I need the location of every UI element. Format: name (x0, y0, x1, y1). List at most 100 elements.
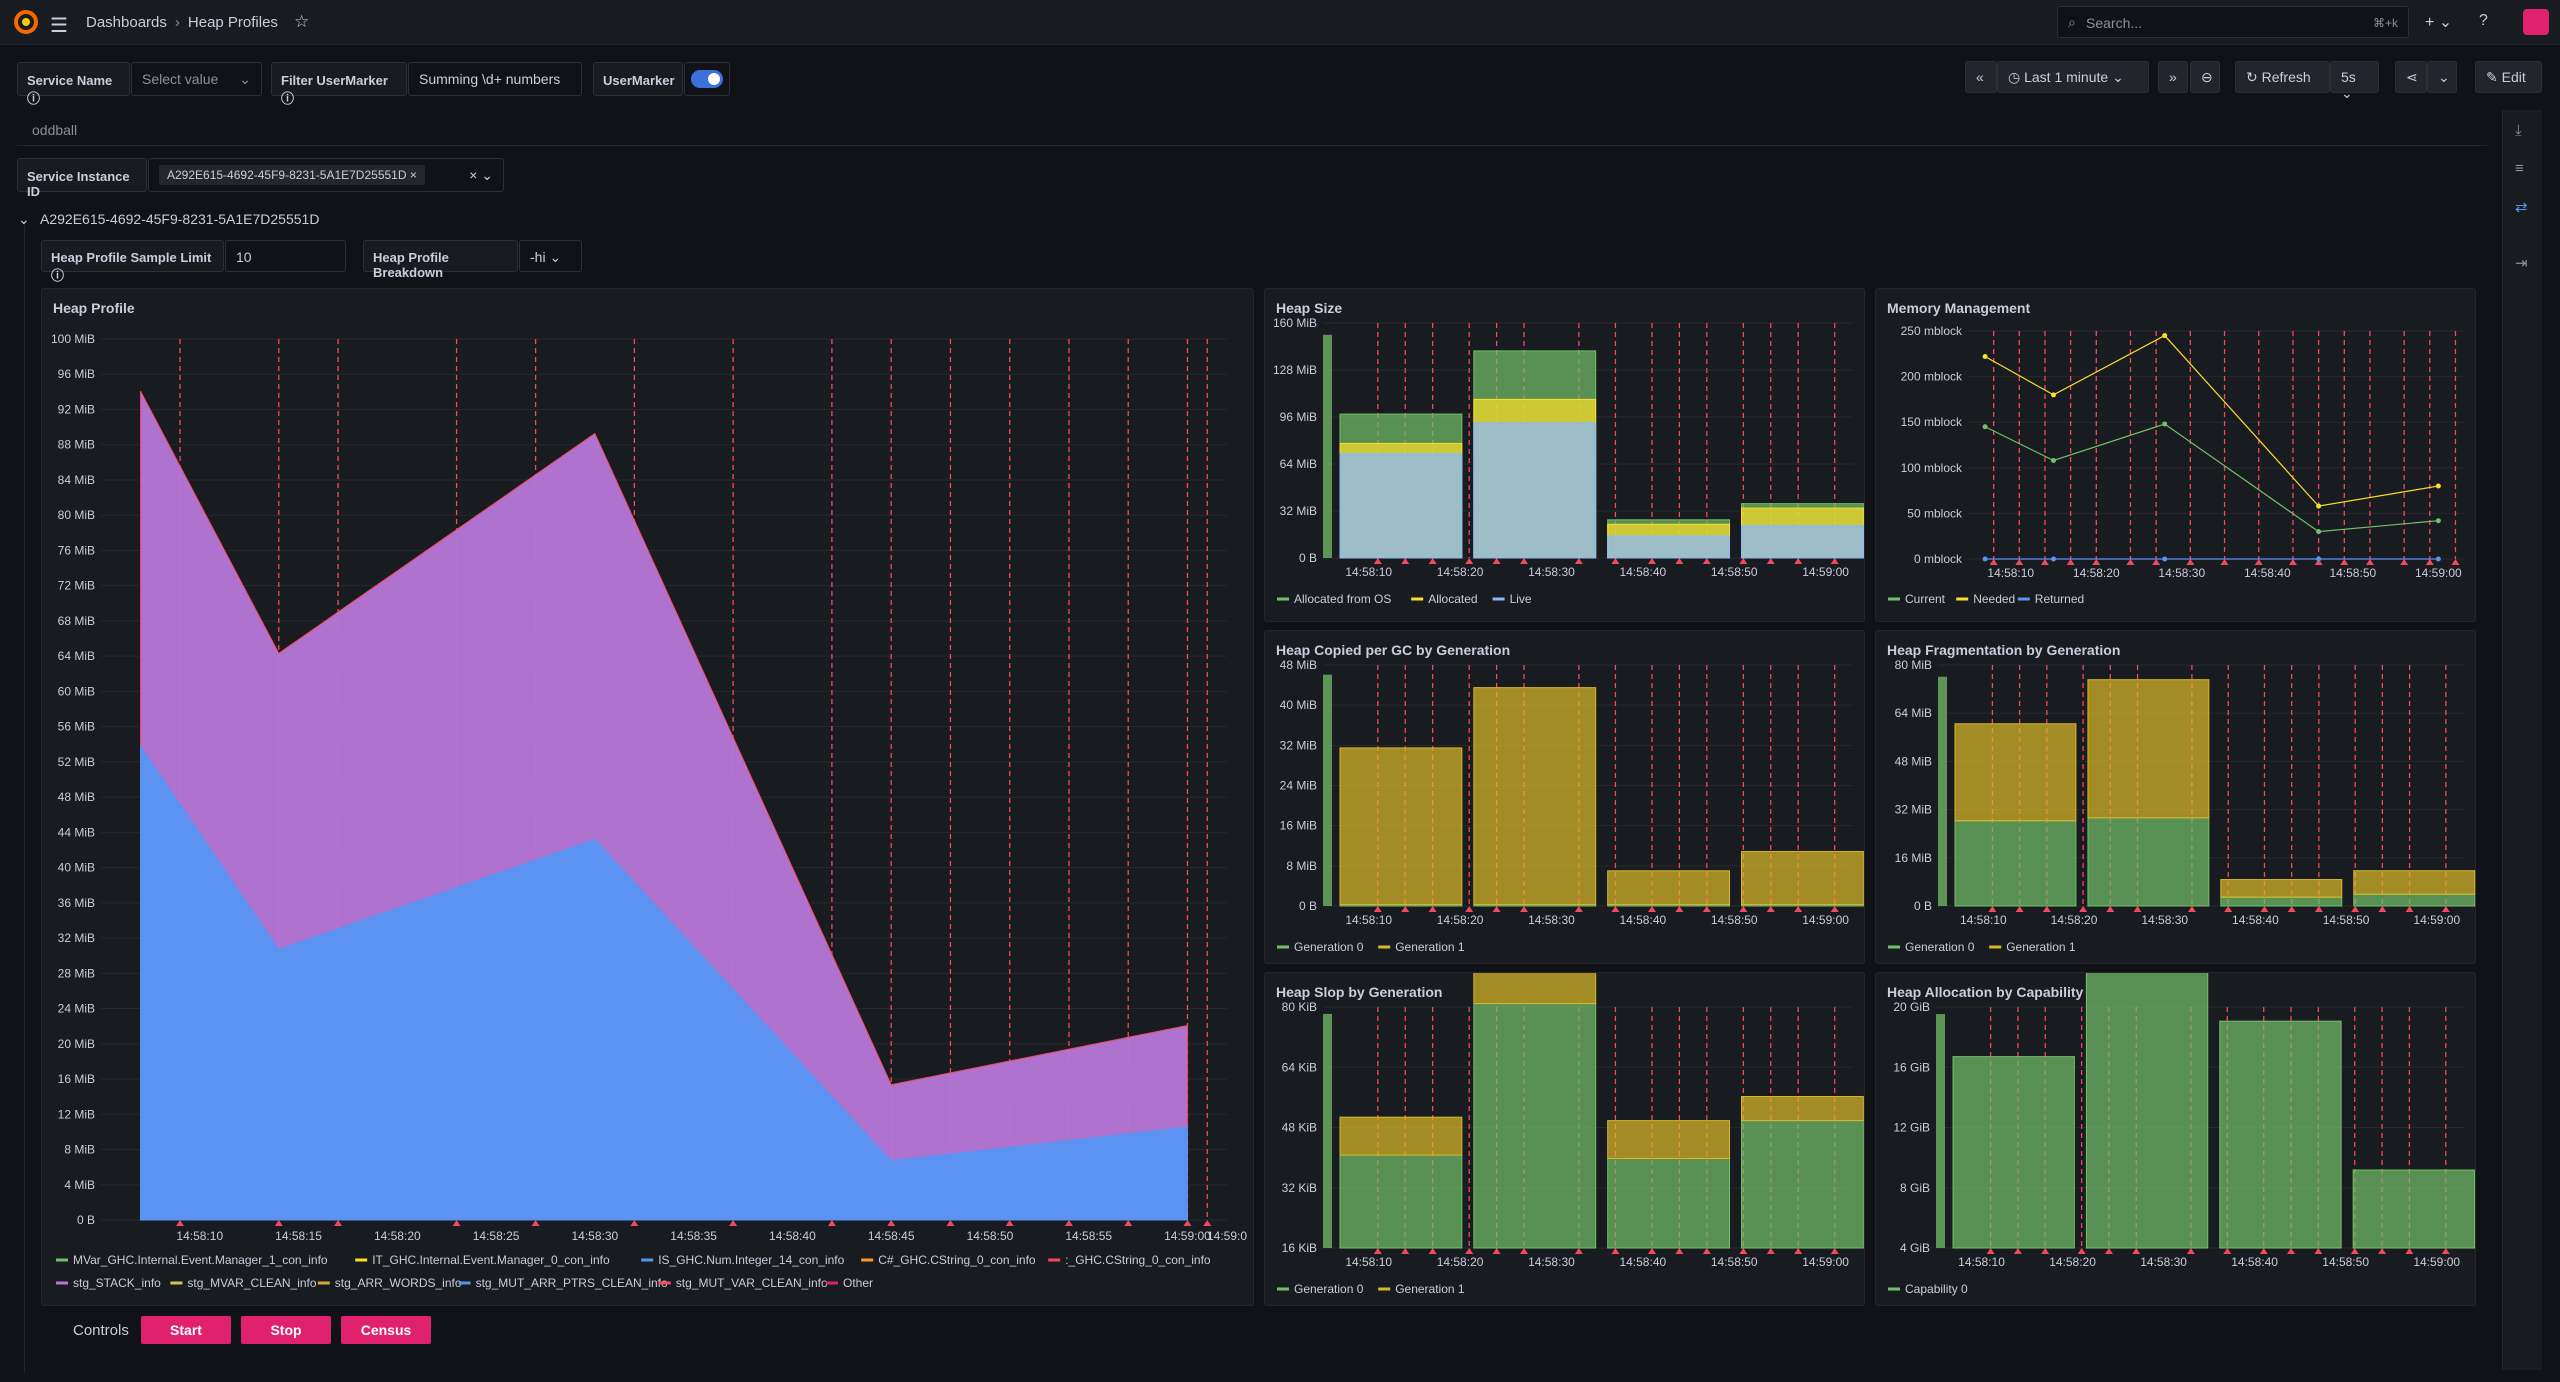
breakdown-select[interactable]: -hi ⌄ (519, 240, 582, 272)
usermarker-toggle-box (684, 62, 730, 96)
annotation-marker-tip (1675, 1248, 1684, 1254)
menu-icon[interactable]: ☰ (50, 15, 68, 37)
annotation-marker-tip (1739, 558, 1748, 564)
annotation-marker-tip (1766, 1248, 1775, 1254)
heap-slop-chart[interactable]: 80 KiB 64 KiB 48 KiB 32 KiB 16 KiB 14:58:10 14… (1265, 973, 1866, 1307)
filter-usermarker-input[interactable]: Summing \d+ numbers (408, 62, 582, 96)
star-icon[interactable]: ☆ (294, 12, 310, 31)
y-tick-label: 128 MiB (1273, 363, 1317, 377)
y-tick-label: 48 MiB (1895, 754, 1932, 768)
data-point (1982, 556, 1988, 562)
panel-title[interactable]: Heap Fragmentation by Generation (1887, 642, 2121, 658)
y-tick-label: 0 B (77, 1213, 95, 1227)
time-range-picker[interactable]: ◷ Last 1 minute ⌄ (1997, 61, 2149, 93)
row-collapse-icon[interactable]: ⌄ (18, 211, 30, 227)
stop-button[interactable]: Stop (241, 1316, 331, 1344)
legend-item: Returned (2035, 592, 2084, 606)
y-tick-label: 96 MiB (58, 367, 95, 381)
y-tick-label: 96 MiB (1280, 410, 1317, 424)
service-instance-select[interactable]: A292E615-4692-45F9-8231-5A1E7D25551D × ×… (148, 158, 504, 192)
sample-limit-label: Heap Profile Sample Limit ⓘ (41, 240, 224, 283)
oddball-label: oddball (32, 122, 78, 138)
refresh-button[interactable]: ↻ Refresh (2235, 61, 2330, 93)
panel-title[interactable]: Heap Copied per GC by Generation (1276, 642, 1511, 658)
panel-title[interactable]: Heap Profile (53, 300, 135, 316)
chevron-down-icon: ⌄ (2112, 69, 2124, 85)
panel-title[interactable]: Memory Management (1887, 300, 2031, 316)
y-tick-label: 28 MiB (58, 966, 95, 980)
heap-fragmentation-chart[interactable]: 80 MiB 64 MiB 48 MiB 32 MiB 16 MiB 0 B 14:58:1… (1876, 631, 2477, 965)
y-tick-label: 64 MiB (1280, 457, 1317, 471)
panel-title[interactable]: Heap Allocation by Capability (1887, 984, 2084, 1000)
x-tick-label: 14:58:10 (1345, 565, 1392, 579)
help-icon[interactable]: ? (2479, 12, 2488, 29)
annotation-marker-tip (1005, 1220, 1014, 1226)
y-tick-label: 100 mblock (1901, 461, 1963, 475)
annotation-marker-tip (1520, 558, 1529, 564)
panel-heap-profile: Heap Profile 100 MiB 96 MiB 92 MiB 88 MiB 84 … (41, 288, 1254, 1306)
sample-limit-input[interactable]: 10 (225, 240, 346, 272)
clear-select-icon[interactable]: × ⌄ (469, 167, 493, 183)
annotation-marker-tip (1428, 906, 1437, 912)
census-button[interactable]: Census (341, 1316, 431, 1344)
share-button[interactable]: ⋖ (2395, 61, 2427, 93)
avatar[interactable] (2523, 9, 2549, 35)
usermarker-toggle[interactable] (691, 70, 723, 88)
y-tick-label: 76 MiB (58, 543, 95, 557)
collapse-rail-icon[interactable]: ⇥ (2515, 255, 2528, 272)
annotation-marker-tip (1702, 558, 1711, 564)
grafana-logo-icon[interactable] (13, 9, 39, 35)
time-forward-button[interactable]: » (2158, 61, 2188, 93)
add-panel-icon[interactable]: ⤓ (2515, 122, 2522, 139)
heap-allocation-chart[interactable]: 20 GiB 16 GiB 12 GiB 8 GiB 4 GiB 14:58:10 14:5… (1876, 973, 2477, 1307)
heap-profile-chart[interactable]: 100 MiB 96 MiB 92 MiB 88 MiB 84 MiB 80 MiB 76 … (42, 289, 1255, 1307)
annotation-marker-tip (1124, 1220, 1133, 1226)
x-tick-label: 14:59:00 (1802, 565, 1849, 579)
annotation-marker-tip (2314, 906, 2323, 912)
y-tick-label: 32 MiB (1895, 803, 1932, 817)
search-input[interactable]: ⌕ Search... ⌘+k (2057, 6, 2409, 38)
variables-icon[interactable]: ⇄ (2515, 199, 2528, 216)
info-icon: ⓘ (51, 268, 65, 283)
data-point (2316, 556, 2322, 562)
edit-button[interactable]: ✎ Edit (2475, 61, 2542, 93)
annotation-marker-tip (2015, 559, 2024, 565)
row-title[interactable]: A292E615-4692-45F9-8231-5A1E7D25551D (40, 211, 320, 227)
service-name-select[interactable]: Select value ⌄ (131, 62, 262, 96)
chevron-down-icon: ⌄ (549, 249, 562, 265)
add-icon[interactable]: + ⌄ (2425, 14, 2453, 31)
bar-segment (1339, 1116, 1463, 1156)
bar-segment (2353, 870, 2476, 895)
service-instance-chip[interactable]: A292E615-4692-45F9-8231-5A1E7D25551D × (159, 165, 425, 185)
chevron-right-icon: › (174, 14, 180, 31)
remove-chip-icon[interactable]: × (409, 168, 417, 182)
memory-management-chart[interactable]: 250 mblock 200 mblock 150 mblock 100 mblock… (1876, 289, 2477, 623)
panel-heap-fragmentation: Heap Fragmentation by Generation 80 MiB 64… (1875, 630, 2476, 964)
legend-item: stg_MUT_VAR_CLEAN_info (676, 1276, 828, 1290)
y-tick-label: 0 mblock (1914, 552, 1963, 566)
outline-icon[interactable]: ≡ (2515, 160, 2524, 177)
annotation-marker-tip (1830, 558, 1839, 564)
time-back-button[interactable]: « (1965, 61, 1997, 93)
y-tick-label: 60 MiB (58, 684, 95, 698)
y-tick-label: 52 MiB (58, 755, 95, 769)
annotation-marker-tip (1647, 906, 1656, 912)
bar-segment (1473, 687, 1597, 906)
y-tick-label: 72 MiB (58, 579, 95, 593)
annotation-marker-tip (630, 1220, 639, 1226)
panel-title[interactable]: Heap Size (1276, 300, 1343, 316)
legend-item: IT_GHC.Internal.Event.Manager_0_con_info (372, 1253, 610, 1267)
share-menu-button[interactable]: ⌄ (2427, 61, 2457, 93)
annotation-marker-tip (2079, 906, 2088, 912)
refresh-interval-select[interactable]: 5s ⌄ (2330, 61, 2379, 101)
annotation-marker-tip (1373, 906, 1382, 912)
annotation-marker-tip (1492, 906, 1501, 912)
annotation-marker-tip (1520, 906, 1529, 912)
breadcrumb-dashboards[interactable]: Dashboards (86, 14, 167, 31)
heap-size-chart[interactable]: 160 MiB 128 MiB 96 MiB 64 MiB 32 MiB 0 B 14:58… (1265, 289, 1866, 623)
start-button[interactable]: Start (141, 1316, 231, 1344)
search-shortcut: ⌘+k (2372, 16, 2398, 30)
zoom-out-button[interactable]: ⊖ (2190, 61, 2220, 93)
panel-title[interactable]: Heap Slop by Generation (1276, 984, 1443, 1000)
heap-copied-chart[interactable]: 48 MiB 40 MiB 32 MiB 24 MiB 16 MiB 8 MiB 0 B 14… (1265, 631, 1866, 965)
